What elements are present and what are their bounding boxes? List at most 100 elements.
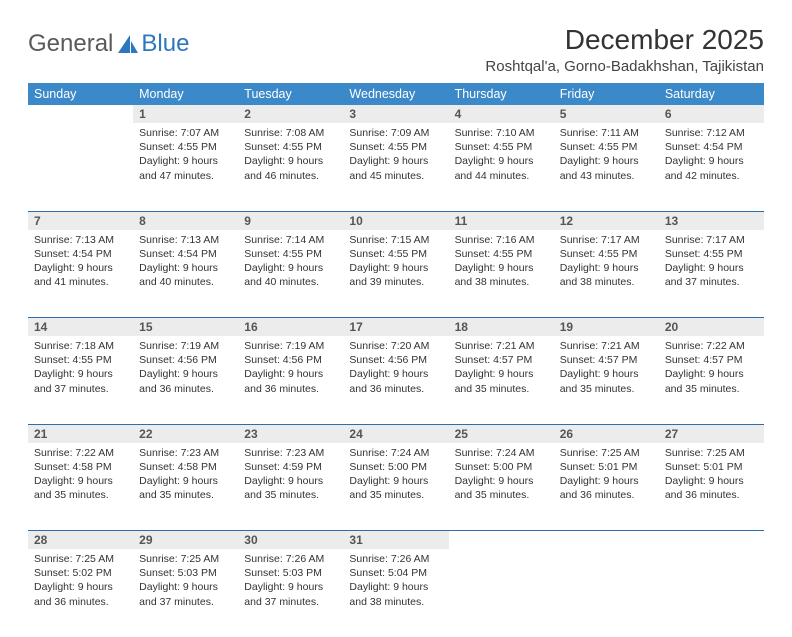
sunrise-line: Sunrise: 7:23 AM — [139, 446, 232, 460]
sunrise-line: Sunrise: 7:25 AM — [665, 446, 758, 460]
sunset-line: Sunset: 4:58 PM — [139, 460, 232, 474]
day-number-cell — [28, 105, 133, 123]
day-detail-cell: Sunrise: 7:17 AMSunset: 4:55 PMDaylight:… — [554, 230, 659, 318]
day-number-cell: 20 — [659, 318, 764, 337]
month-title: December 2025 — [485, 24, 764, 56]
logo-sail-icon — [117, 34, 139, 54]
day-number-cell: 10 — [343, 211, 448, 230]
day-detail-cell: Sunrise: 7:25 AMSunset: 5:01 PMDaylight:… — [659, 443, 764, 531]
sunrise-line: Sunrise: 7:12 AM — [665, 126, 758, 140]
sunrise-line: Sunrise: 7:26 AM — [244, 552, 337, 566]
sunrise-line: Sunrise: 7:13 AM — [139, 233, 232, 247]
sunset-line: Sunset: 5:04 PM — [349, 566, 442, 580]
day-number-cell: 23 — [238, 424, 343, 443]
sunset-line: Sunset: 4:55 PM — [455, 140, 548, 154]
daylight-line: Daylight: 9 hours and 35 minutes. — [139, 474, 232, 502]
day-number-cell: 30 — [238, 531, 343, 550]
daylight-line: Daylight: 9 hours and 36 minutes. — [244, 367, 337, 395]
day-number-cell: 26 — [554, 424, 659, 443]
sunrise-line: Sunrise: 7:18 AM — [34, 339, 127, 353]
sunrise-line: Sunrise: 7:25 AM — [560, 446, 653, 460]
day-number-row: 28293031 — [28, 531, 764, 550]
sunrise-line: Sunrise: 7:22 AM — [34, 446, 127, 460]
daylight-line: Daylight: 9 hours and 41 minutes. — [34, 261, 127, 289]
day-detail-row: Sunrise: 7:07 AMSunset: 4:55 PMDaylight:… — [28, 123, 764, 211]
sunrise-line: Sunrise: 7:24 AM — [349, 446, 442, 460]
sunrise-line: Sunrise: 7:08 AM — [244, 126, 337, 140]
sunset-line: Sunset: 5:01 PM — [560, 460, 653, 474]
day-detail-row: Sunrise: 7:18 AMSunset: 4:55 PMDaylight:… — [28, 336, 764, 424]
sunset-line: Sunset: 4:57 PM — [665, 353, 758, 367]
day-number-cell: 18 — [449, 318, 554, 337]
daylight-line: Daylight: 9 hours and 44 minutes. — [455, 154, 548, 182]
day-detail-row: Sunrise: 7:25 AMSunset: 5:02 PMDaylight:… — [28, 549, 764, 637]
day-header: Wednesday — [343, 83, 448, 105]
sunset-line: Sunset: 5:03 PM — [244, 566, 337, 580]
daylight-line: Daylight: 9 hours and 35 minutes. — [34, 474, 127, 502]
day-detail-cell: Sunrise: 7:15 AMSunset: 4:55 PMDaylight:… — [343, 230, 448, 318]
day-detail-cell: Sunrise: 7:26 AMSunset: 5:04 PMDaylight:… — [343, 549, 448, 637]
day-number-cell: 1 — [133, 105, 238, 123]
day-number-cell: 31 — [343, 531, 448, 550]
sunset-line: Sunset: 5:00 PM — [349, 460, 442, 474]
sunset-line: Sunset: 4:54 PM — [139, 247, 232, 261]
sunrise-line: Sunrise: 7:19 AM — [139, 339, 232, 353]
day-number-cell: 2 — [238, 105, 343, 123]
daylight-line: Daylight: 9 hours and 36 minutes. — [349, 367, 442, 395]
daylight-line: Daylight: 9 hours and 35 minutes. — [349, 474, 442, 502]
day-number-cell — [554, 531, 659, 550]
day-number-cell: 15 — [133, 318, 238, 337]
day-detail-cell: Sunrise: 7:21 AMSunset: 4:57 PMDaylight:… — [554, 336, 659, 424]
daylight-line: Daylight: 9 hours and 37 minutes. — [34, 367, 127, 395]
sunset-line: Sunset: 4:54 PM — [34, 247, 127, 261]
day-detail-cell: Sunrise: 7:14 AMSunset: 4:55 PMDaylight:… — [238, 230, 343, 318]
calendar-page: General Blue December 2025 Roshtqal'a, G… — [0, 0, 792, 637]
day-detail-cell: Sunrise: 7:10 AMSunset: 4:55 PMDaylight:… — [449, 123, 554, 211]
sunrise-line: Sunrise: 7:10 AM — [455, 126, 548, 140]
day-number-cell: 12 — [554, 211, 659, 230]
sunrise-line: Sunrise: 7:07 AM — [139, 126, 232, 140]
sunrise-line: Sunrise: 7:23 AM — [244, 446, 337, 460]
sunset-line: Sunset: 4:55 PM — [244, 140, 337, 154]
day-header: Saturday — [659, 83, 764, 105]
day-number-cell: 11 — [449, 211, 554, 230]
day-detail-cell — [28, 123, 133, 211]
daylight-line: Daylight: 9 hours and 37 minutes. — [665, 261, 758, 289]
day-detail-cell: Sunrise: 7:24 AMSunset: 5:00 PMDaylight:… — [449, 443, 554, 531]
daylight-line: Daylight: 9 hours and 36 minutes. — [665, 474, 758, 502]
daylight-line: Daylight: 9 hours and 36 minutes. — [34, 580, 127, 608]
day-number-cell: 22 — [133, 424, 238, 443]
daylight-line: Daylight: 9 hours and 37 minutes. — [244, 580, 337, 608]
brand-logo: General Blue — [28, 30, 189, 58]
day-detail-cell: Sunrise: 7:21 AMSunset: 4:57 PMDaylight:… — [449, 336, 554, 424]
day-detail-cell: Sunrise: 7:24 AMSunset: 5:00 PMDaylight:… — [343, 443, 448, 531]
daylight-line: Daylight: 9 hours and 35 minutes. — [560, 367, 653, 395]
sunset-line: Sunset: 4:54 PM — [665, 140, 758, 154]
sunrise-line: Sunrise: 7:17 AM — [665, 233, 758, 247]
daylight-line: Daylight: 9 hours and 40 minutes. — [139, 261, 232, 289]
daylight-line: Daylight: 9 hours and 42 minutes. — [665, 154, 758, 182]
day-detail-cell: Sunrise: 7:13 AMSunset: 4:54 PMDaylight:… — [28, 230, 133, 318]
day-number-cell: 25 — [449, 424, 554, 443]
location-subtitle: Roshtqal'a, Gorno-Badakhshan, Tajikistan — [485, 58, 764, 75]
daylight-line: Daylight: 9 hours and 35 minutes. — [244, 474, 337, 502]
sunset-line: Sunset: 5:01 PM — [665, 460, 758, 474]
day-detail-cell: Sunrise: 7:09 AMSunset: 4:55 PMDaylight:… — [343, 123, 448, 211]
daylight-line: Daylight: 9 hours and 36 minutes. — [560, 474, 653, 502]
daylight-line: Daylight: 9 hours and 38 minutes. — [349, 580, 442, 608]
sunset-line: Sunset: 5:02 PM — [34, 566, 127, 580]
sunset-line: Sunset: 4:55 PM — [244, 247, 337, 261]
sunset-line: Sunset: 5:00 PM — [455, 460, 548, 474]
day-detail-row: Sunrise: 7:13 AMSunset: 4:54 PMDaylight:… — [28, 230, 764, 318]
daylight-line: Daylight: 9 hours and 45 minutes. — [349, 154, 442, 182]
day-number-cell: 13 — [659, 211, 764, 230]
daylight-line: Daylight: 9 hours and 35 minutes. — [455, 474, 548, 502]
day-header: Monday — [133, 83, 238, 105]
sunrise-line: Sunrise: 7:11 AM — [560, 126, 653, 140]
sunset-line: Sunset: 4:55 PM — [349, 140, 442, 154]
sunrise-line: Sunrise: 7:21 AM — [455, 339, 548, 353]
day-header: Friday — [554, 83, 659, 105]
daylight-line: Daylight: 9 hours and 43 minutes. — [560, 154, 653, 182]
day-number-cell: 16 — [238, 318, 343, 337]
sunset-line: Sunset: 4:55 PM — [455, 247, 548, 261]
